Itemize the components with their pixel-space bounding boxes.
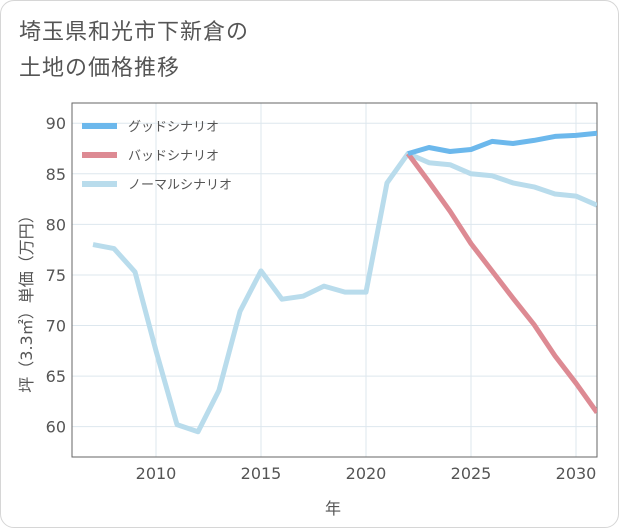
chart-title-line-1: 埼玉県和光市下新倉の [19, 20, 250, 45]
plot-area [92, 130, 597, 435]
y-tick-label-70: 70 [46, 317, 66, 336]
y-tick-label-80: 80 [46, 215, 66, 234]
plot-frame [71, 102, 598, 458]
tick-labels: 60 65 70 75 80 85 90 2010 2015 2020 2025 2030 [46, 114, 597, 483]
x-axis-label: 年 [325, 499, 341, 518]
grid-lines [72, 103, 597, 457]
x-tick-label-2020: 2020 [346, 464, 387, 483]
chart-title-line-2: 土地の価格推移 [19, 56, 181, 81]
y-tick-label-85: 85 [46, 165, 66, 184]
legend-label-1: バッドシナリオ [128, 149, 219, 164]
y-tick-label-75: 75 [46, 266, 66, 285]
x-tick-label-2010: 2010 [136, 464, 177, 483]
chart-title: 埼玉県和光市下新倉の 土地の価格推移 [19, 15, 439, 87]
x-tick-label-2025: 2025 [451, 464, 492, 483]
series-line-2 [92, 151, 597, 435]
y-tick-label-90: 90 [46, 114, 66, 133]
y-tick-label-65: 65 [46, 367, 66, 386]
series-line-0 [407, 130, 597, 157]
legend-label-2: ノーマルシナリオ [128, 178, 232, 193]
y-axis-label: 坪（3.3㎡）単価（万円） [17, 207, 36, 392]
x-tick-label-2030: 2030 [556, 464, 597, 483]
x-tick-label-2015: 2015 [241, 464, 282, 483]
legend-label-0: グッドシナリオ [128, 120, 219, 135]
axes [71, 102, 598, 458]
y-tick-label-60: 60 [46, 418, 66, 437]
series-line-1 [405, 152, 597, 414]
